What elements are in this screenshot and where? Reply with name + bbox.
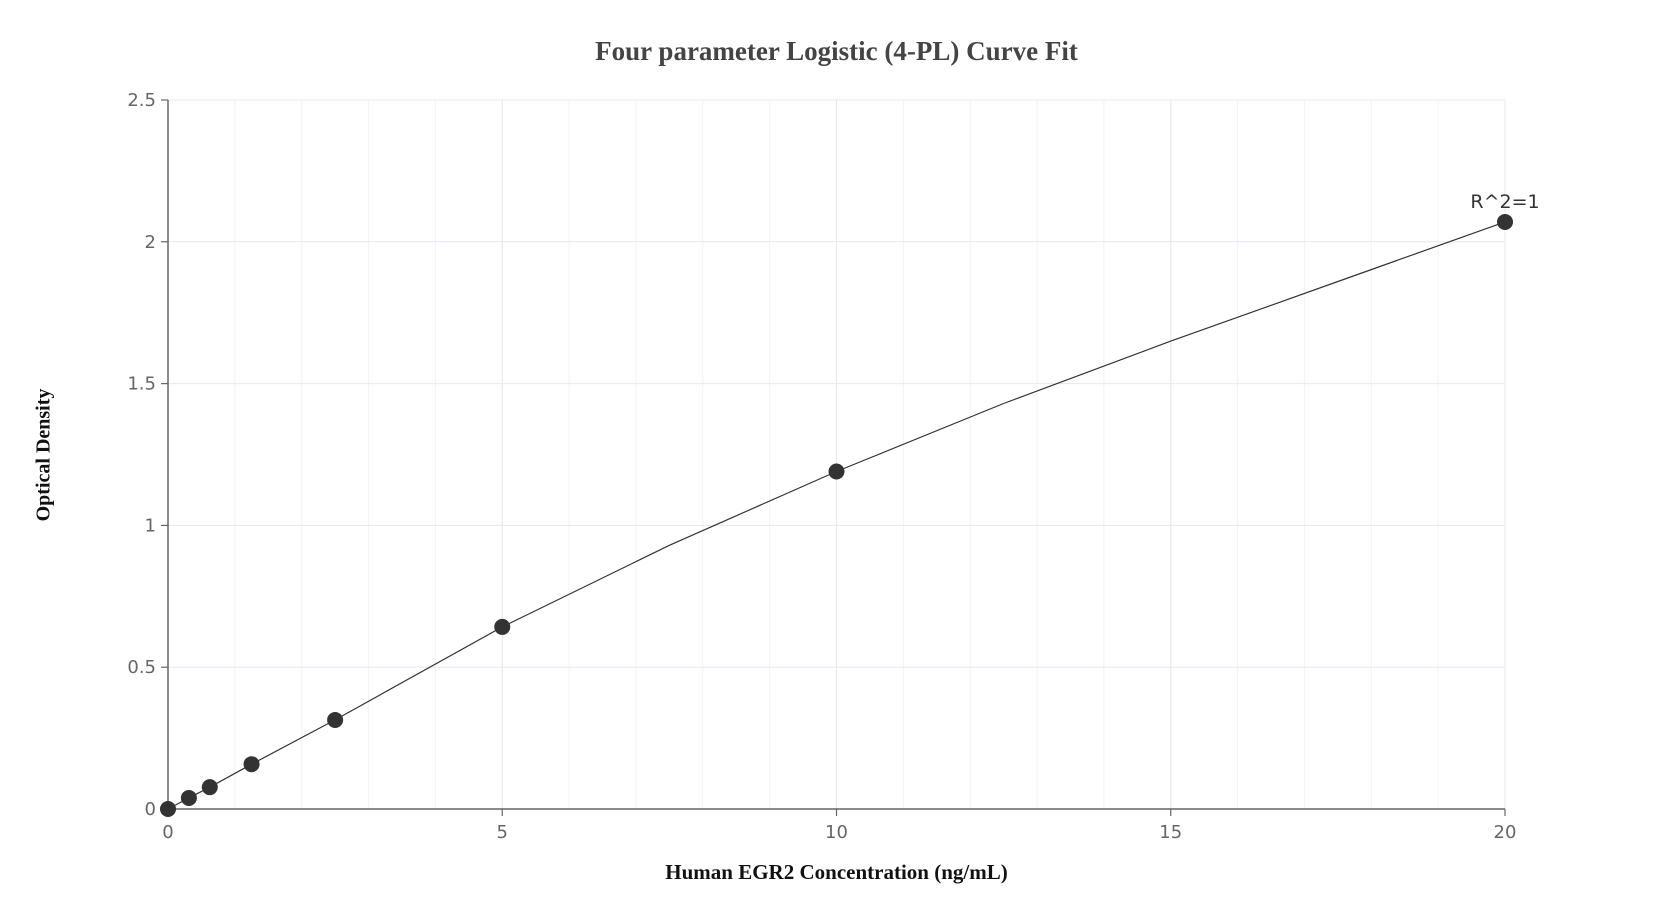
y-tick-label: 0.5 [127,657,156,678]
x-tick-label: 10 [825,822,848,843]
y-tick-label: 1.5 [127,374,156,395]
x-tick-label: 0 [162,822,173,843]
data-point [180,789,197,806]
x-tick-label: 15 [1159,822,1182,843]
data-point [327,711,344,728]
data-point [494,618,511,635]
chart-title: Four parameter Logistic (4-PL) Curve Fit [595,36,1078,66]
data-point [201,779,218,796]
y-tick-label: 0 [145,799,156,820]
x-tick-label: 20 [1494,822,1517,843]
y-tick-label: 2.5 [127,90,156,111]
r-squared-annotation: R^2=1 [1470,191,1539,213]
x-axis-label: Human EGR2 Concentration (ng/mL) [665,860,1008,884]
data-point [243,756,260,773]
data-point [1497,213,1513,230]
y-tick-label: 2 [145,232,156,253]
y-tick-label: 1 [145,515,156,536]
data-point [828,463,845,480]
x-tick-label: 5 [497,822,508,843]
data-point [160,801,176,817]
